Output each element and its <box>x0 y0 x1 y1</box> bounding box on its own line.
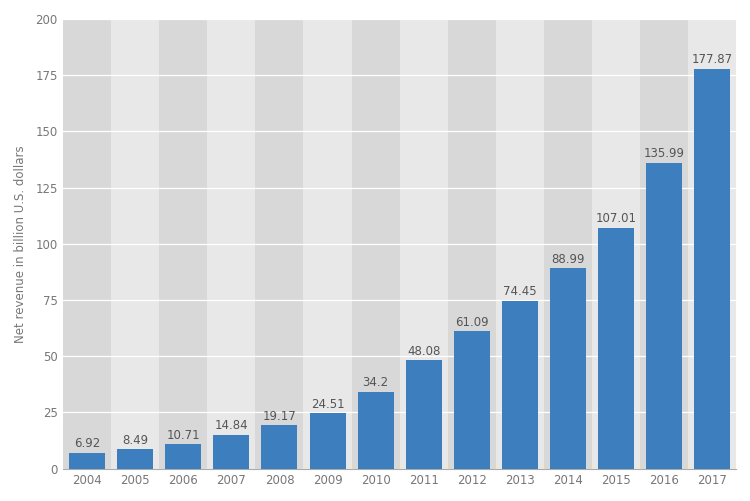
Bar <box>448 19 496 468</box>
Bar <box>688 19 736 468</box>
Text: 8.49: 8.49 <box>122 434 148 447</box>
Text: 88.99: 88.99 <box>551 253 584 266</box>
Text: 61.09: 61.09 <box>455 316 488 329</box>
Y-axis label: Net revenue in billion U.S. dollars: Net revenue in billion U.S. dollars <box>14 145 27 343</box>
Bar <box>262 425 298 468</box>
Text: 177.87: 177.87 <box>692 53 733 66</box>
Bar <box>358 392 394 468</box>
Bar <box>454 331 490 468</box>
Bar <box>165 444 201 468</box>
Text: 19.17: 19.17 <box>262 410 296 423</box>
Bar <box>406 360 442 468</box>
Text: 24.51: 24.51 <box>310 398 344 411</box>
Text: 6.92: 6.92 <box>74 437 100 450</box>
Bar <box>400 19 448 468</box>
Bar <box>352 19 400 468</box>
Bar <box>640 19 688 468</box>
Text: 74.45: 74.45 <box>503 286 536 299</box>
Bar <box>117 449 153 468</box>
Bar <box>592 19 640 468</box>
Bar <box>213 435 250 468</box>
Text: 107.01: 107.01 <box>596 212 637 225</box>
Bar <box>304 19 352 468</box>
Bar <box>159 19 207 468</box>
Text: 10.71: 10.71 <box>166 429 200 442</box>
Bar <box>550 269 586 468</box>
Bar <box>69 453 105 468</box>
Text: 48.08: 48.08 <box>407 345 440 358</box>
Bar <box>310 413 346 468</box>
Bar <box>63 19 111 468</box>
Text: 34.2: 34.2 <box>362 376 388 389</box>
Bar <box>646 163 682 468</box>
Text: 135.99: 135.99 <box>644 147 685 160</box>
Bar <box>694 69 730 468</box>
Bar <box>598 228 634 468</box>
Bar <box>256 19 304 468</box>
Bar <box>544 19 592 468</box>
Text: 14.84: 14.84 <box>214 419 248 432</box>
Bar <box>496 19 544 468</box>
Bar <box>111 19 159 468</box>
Bar <box>502 301 538 468</box>
Bar <box>207 19 256 468</box>
